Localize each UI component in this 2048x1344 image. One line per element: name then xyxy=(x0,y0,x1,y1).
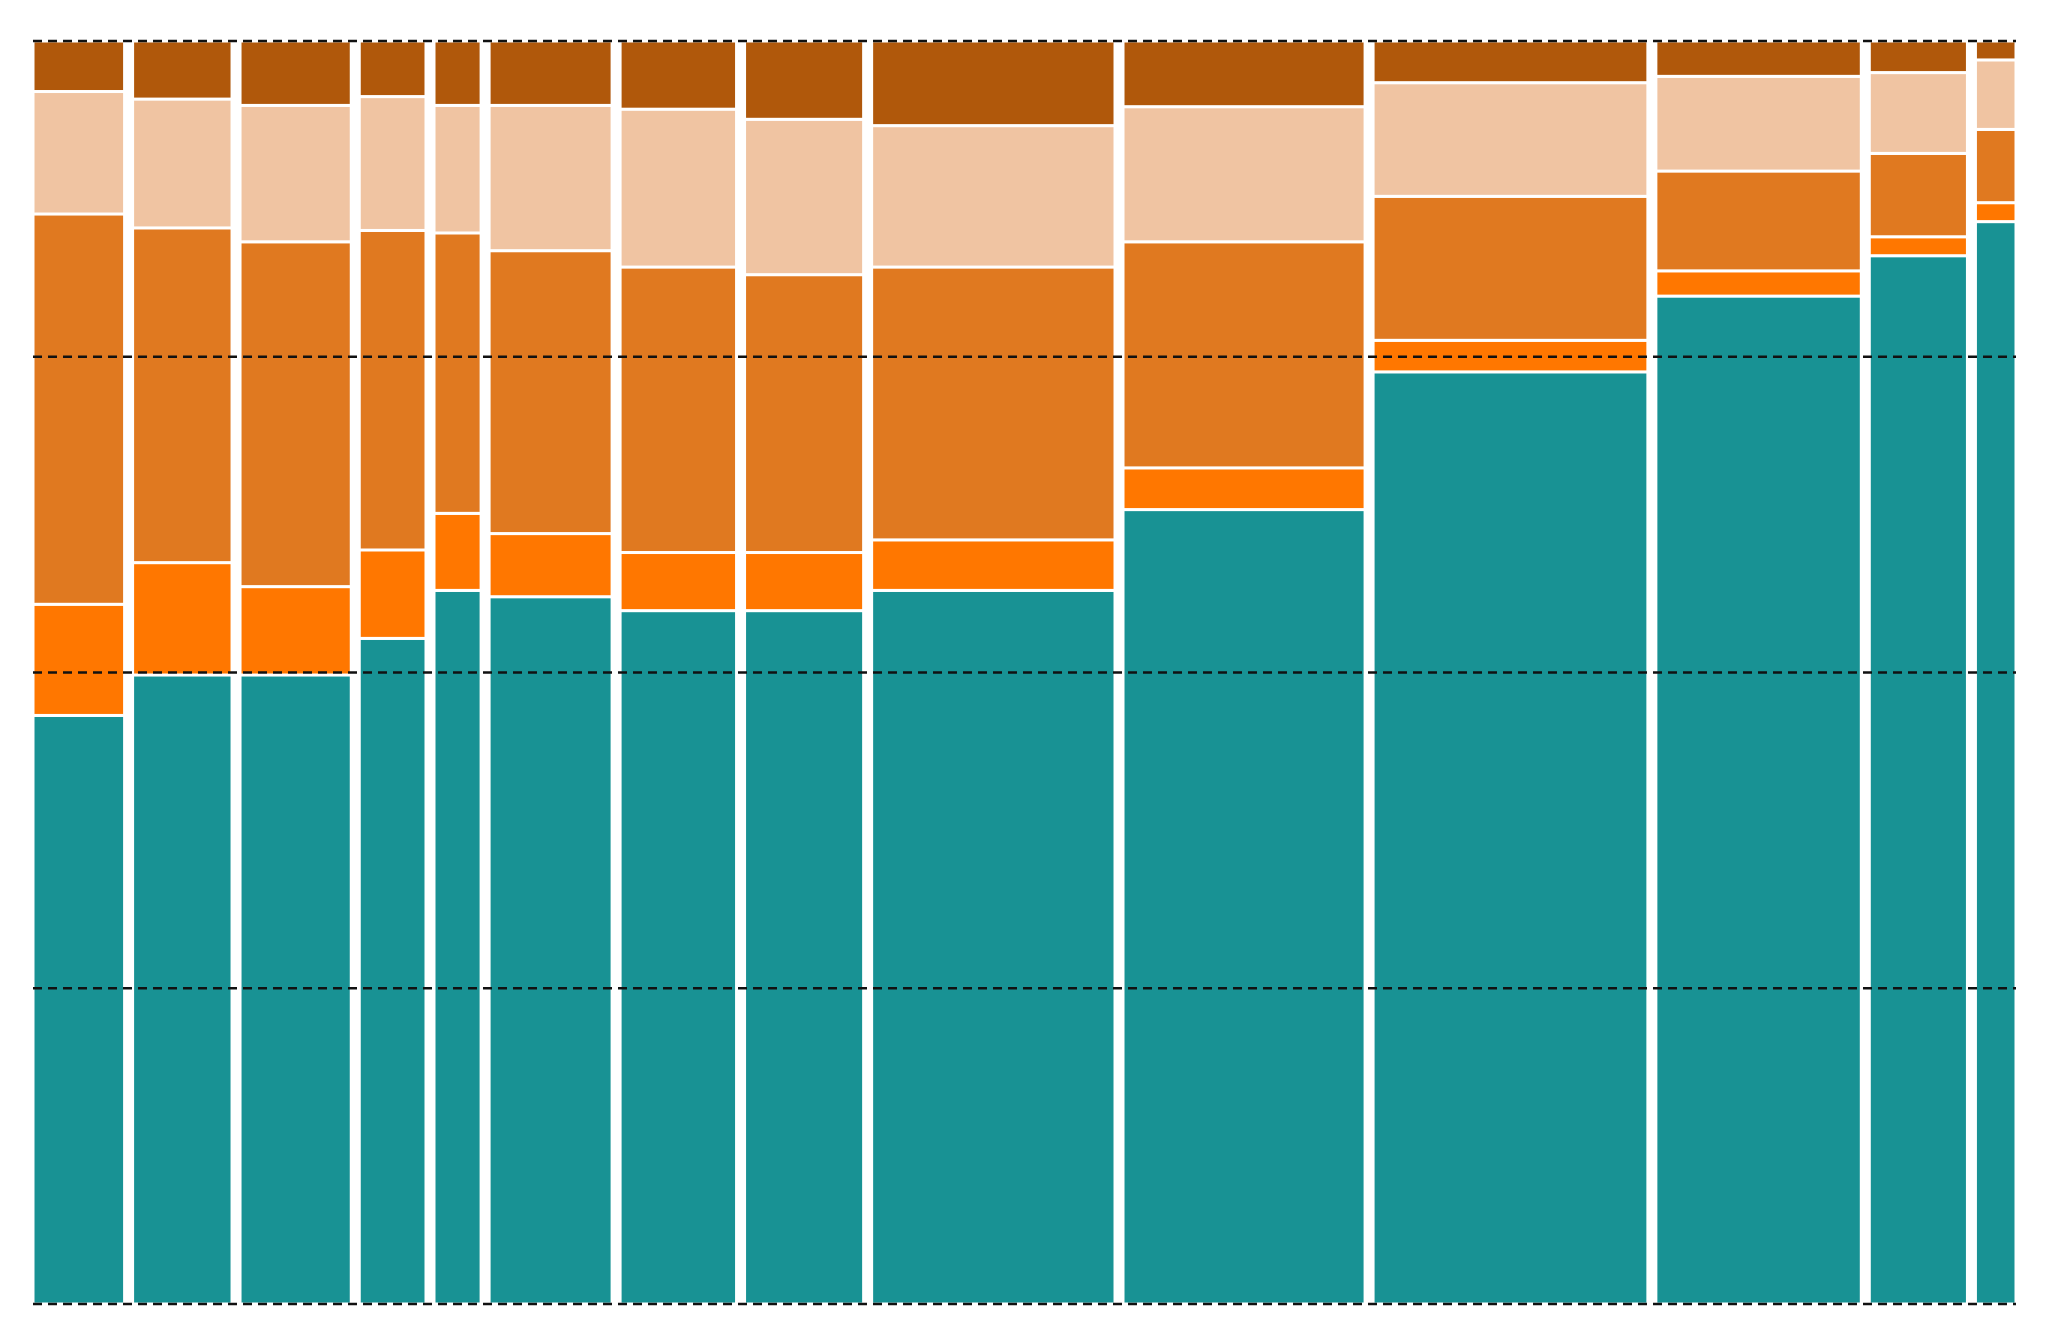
segment xyxy=(432,511,483,592)
segment xyxy=(487,595,614,1306)
segment xyxy=(357,228,428,552)
segment xyxy=(1867,39,1969,75)
segment xyxy=(743,39,866,121)
segment xyxy=(870,588,1117,1306)
segment xyxy=(743,273,866,555)
segment xyxy=(618,551,739,613)
segment xyxy=(1654,39,1863,78)
segment xyxy=(1867,254,1969,1306)
segment xyxy=(238,673,353,1306)
segment xyxy=(1654,169,1863,273)
segment xyxy=(1867,71,1969,155)
segment xyxy=(357,548,428,640)
segment xyxy=(31,602,127,717)
segment xyxy=(432,103,483,235)
segment xyxy=(743,551,866,613)
segment xyxy=(1973,220,2018,1306)
segment xyxy=(31,713,127,1306)
segment xyxy=(618,107,739,269)
segment xyxy=(357,95,428,232)
segment xyxy=(1867,235,1969,258)
segment xyxy=(487,39,614,107)
segment xyxy=(1654,294,1863,1306)
segment xyxy=(1867,151,1969,239)
segment xyxy=(743,117,866,277)
segment xyxy=(487,532,614,599)
segment xyxy=(432,39,483,107)
segment xyxy=(1121,466,1367,512)
segment xyxy=(1371,39,1650,85)
segment xyxy=(1121,39,1367,109)
segment xyxy=(31,39,127,94)
segment xyxy=(357,636,428,1306)
segment xyxy=(1371,194,1650,342)
segment xyxy=(870,538,1117,592)
segment xyxy=(1371,370,1650,1306)
segment xyxy=(131,561,234,677)
segment xyxy=(1121,508,1367,1306)
segment xyxy=(870,265,1117,542)
segment xyxy=(131,39,234,101)
segment xyxy=(743,609,866,1306)
segment xyxy=(870,39,1117,128)
segment xyxy=(238,240,353,589)
segment xyxy=(1654,74,1863,173)
segment xyxy=(1973,39,2018,62)
segment xyxy=(31,212,127,606)
segment xyxy=(238,103,353,244)
segment xyxy=(131,673,234,1306)
segment xyxy=(1654,269,1863,298)
segment xyxy=(131,226,234,565)
segment xyxy=(131,97,234,230)
segment xyxy=(432,588,483,1306)
segment xyxy=(618,265,739,555)
segment xyxy=(1371,81,1650,198)
segment xyxy=(618,39,739,111)
segment xyxy=(487,103,614,253)
segment xyxy=(1973,127,2018,205)
segment xyxy=(1121,240,1367,470)
segment xyxy=(1973,58,2018,131)
segment xyxy=(1973,201,2018,224)
segment xyxy=(487,249,614,536)
segment xyxy=(238,39,353,107)
segment xyxy=(238,585,353,677)
segment xyxy=(357,39,428,99)
segment xyxy=(432,231,483,515)
segment xyxy=(870,124,1117,269)
segment xyxy=(31,90,127,216)
segment xyxy=(618,609,739,1306)
segment xyxy=(1121,105,1367,244)
